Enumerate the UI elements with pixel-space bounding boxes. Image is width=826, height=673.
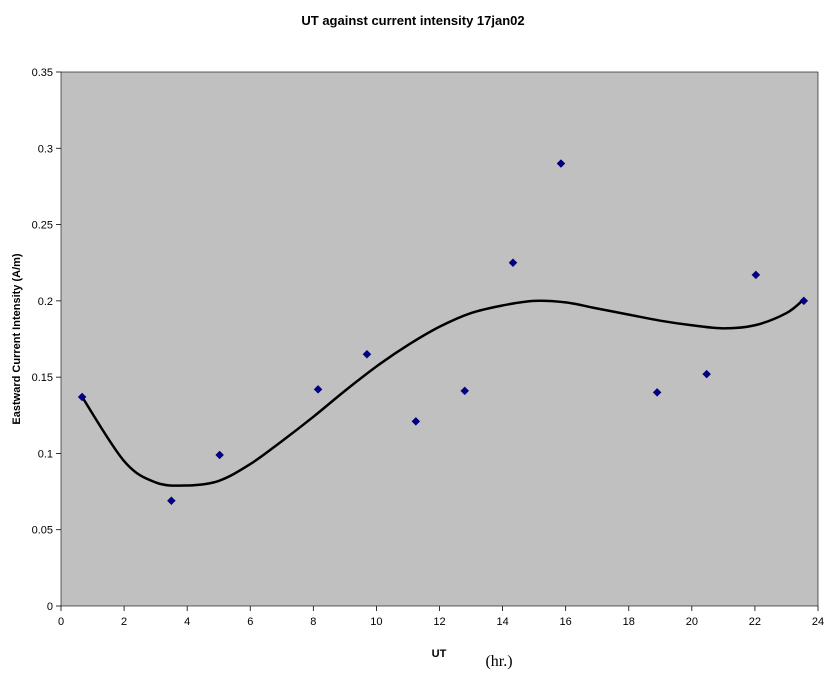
y-tick-label: 0.15 xyxy=(32,372,53,384)
data-point xyxy=(460,386,470,396)
data-point xyxy=(556,159,566,168)
data-point xyxy=(411,417,421,426)
data-point xyxy=(215,450,225,460)
y-tick-label: 0.05 xyxy=(32,525,53,537)
x-tick-label: 22 xyxy=(749,616,761,628)
x-tick-label: 20 xyxy=(686,616,698,628)
data-point xyxy=(751,270,761,280)
polynomial-trendline xyxy=(81,298,805,487)
x-tick-label: 18 xyxy=(623,616,635,628)
data-point xyxy=(702,369,712,379)
y-tick-label: 0.2 xyxy=(38,296,53,308)
x-tick-label: 2 xyxy=(121,616,127,628)
x-axis-ticks: 0 2 4 6 8 10 12 14 16 18 20 22 24 xyxy=(58,606,824,628)
data-point xyxy=(508,258,518,268)
x-axis-unit: (hr.) xyxy=(485,653,512,670)
x-tick-label: 4 xyxy=(184,616,190,628)
x-tick-label: 8 xyxy=(310,616,316,628)
data-points xyxy=(77,159,809,506)
data-point xyxy=(652,388,662,397)
y-tick-label: 0 xyxy=(47,601,53,613)
x-tick-label: 0 xyxy=(58,616,64,628)
x-tick-label: 16 xyxy=(560,616,572,628)
x-tick-label: 6 xyxy=(247,616,253,628)
y-tick-label: 0.25 xyxy=(32,220,53,232)
data-point xyxy=(362,349,372,359)
data-point xyxy=(77,392,87,402)
y-tick-label: 0.35 xyxy=(32,67,53,79)
x-tick-label: 10 xyxy=(370,616,382,628)
x-axis-label: UT xyxy=(432,648,447,660)
y-axis-label: Eastward Current Intensity (A/m) xyxy=(11,253,23,424)
plot-area xyxy=(60,71,819,607)
y-tick-label: 0.1 xyxy=(38,448,53,460)
data-point xyxy=(313,384,323,394)
x-tick-label: 14 xyxy=(496,616,508,628)
x-tick-label: 12 xyxy=(433,616,445,628)
y-tick-label: 0.3 xyxy=(38,143,53,155)
chart-title: UT against current intensity 17jan02 xyxy=(301,13,524,28)
data-point xyxy=(799,296,809,306)
data-point xyxy=(167,496,176,506)
x-tick-label: 24 xyxy=(812,616,824,628)
y-axis-ticks: 0 0.05 0.1 0.15 0.2 0.25 0.3 0.35 xyxy=(32,67,61,613)
